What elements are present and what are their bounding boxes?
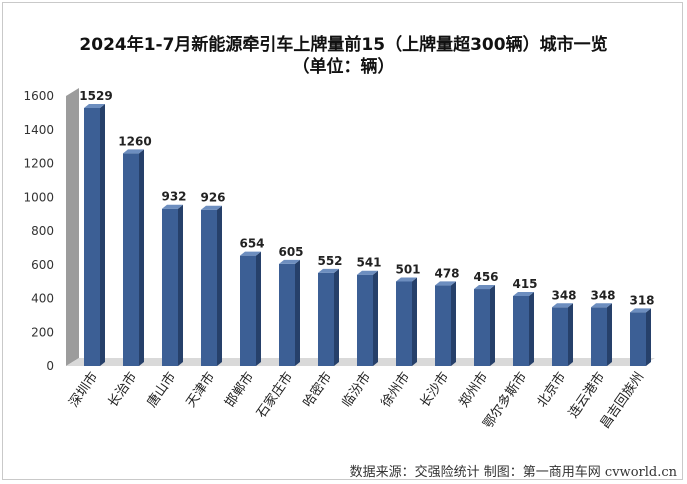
bar-front	[357, 274, 373, 366]
bar-top	[162, 204, 183, 209]
y-tick-label: 400	[31, 292, 54, 306]
bar-front	[201, 209, 217, 366]
bar-front	[279, 263, 295, 366]
bar-front	[591, 307, 607, 366]
bar-front	[630, 312, 646, 366]
y-tick-label: 1400	[23, 123, 54, 137]
bar-side	[178, 204, 183, 366]
bar-front	[474, 289, 490, 366]
x-category-label: 长沙市	[417, 369, 452, 410]
x-category-label: 连云港市	[565, 369, 608, 421]
y-tick-label: 1600	[23, 89, 54, 103]
data-label: 541	[356, 256, 381, 270]
bar-side	[646, 308, 651, 366]
bar-front	[435, 285, 451, 366]
data-label: 348	[590, 288, 615, 302]
x-category-label: 石家庄市	[253, 369, 296, 421]
bar-top	[435, 281, 456, 286]
bar-top	[630, 308, 651, 313]
data-label: 1260	[118, 134, 151, 148]
bar-front	[240, 255, 256, 366]
bar-side	[451, 281, 456, 366]
x-category-label: 徐州市	[378, 369, 413, 410]
bar-side	[490, 285, 495, 366]
y-tick-label: 1000	[23, 190, 54, 204]
bar-side	[412, 277, 417, 366]
x-category-label: 邯郸市	[222, 369, 257, 410]
data-label: 501	[395, 262, 420, 276]
x-category-label: 唐山市	[144, 369, 179, 410]
y-tick-label: 1200	[23, 157, 54, 171]
x-category-label: 天津市	[183, 369, 218, 410]
data-label: 926	[200, 191, 225, 205]
data-label: 478	[434, 266, 459, 280]
bar-top	[123, 149, 144, 154]
x-category-label: 北京市	[534, 369, 569, 410]
bar-top	[552, 303, 573, 308]
bar-front	[318, 272, 334, 366]
x-category-label: 长治市	[105, 369, 140, 410]
data-label: 552	[317, 254, 342, 268]
bar-top	[84, 103, 105, 108]
bar-side	[607, 303, 612, 366]
bar-side	[334, 268, 339, 366]
bar-top	[474, 285, 495, 290]
y-tick-label: 200	[31, 325, 54, 339]
x-category-label: 郑州市	[456, 369, 491, 410]
data-source-note: 数据来源：交强险统计 制图：第一商用车网 cvworld.cn	[349, 465, 677, 480]
bar-front	[84, 107, 100, 366]
bar-front	[396, 281, 412, 366]
bar-front	[552, 307, 568, 366]
bar-side	[373, 270, 378, 366]
data-label: 605	[278, 245, 303, 259]
chart-side-wall	[66, 88, 79, 366]
bar-top	[201, 205, 222, 210]
bar-top	[279, 259, 300, 264]
bar-side	[295, 259, 300, 366]
bar-top	[591, 303, 612, 308]
bar-top	[396, 277, 417, 282]
bar-side	[217, 205, 222, 366]
chart-frame	[2, 2, 683, 480]
bar-front	[162, 208, 178, 366]
bar-side	[256, 251, 261, 366]
bar-side	[139, 149, 144, 366]
chart-title: 2024年1-7月新能源牵引车上牌量前15（上牌量超300辆）城市一览	[79, 35, 608, 55]
data-label: 318	[629, 293, 654, 307]
data-label: 654	[239, 237, 264, 251]
bar-top	[513, 291, 534, 296]
bar-side	[568, 303, 573, 366]
y-tick-label: 800	[31, 224, 54, 238]
chart-subtitle: （单位：辆）	[292, 57, 395, 77]
data-label: 932	[161, 190, 186, 204]
bar-top	[357, 270, 378, 275]
y-tick-label: 600	[31, 258, 54, 272]
bar-side	[100, 103, 105, 366]
x-category-label: 深圳市	[66, 369, 101, 410]
data-label: 348	[551, 288, 576, 302]
x-category-label: 哈密市	[300, 369, 335, 410]
bar-top	[240, 251, 261, 256]
bar-front	[513, 295, 529, 366]
bar-top	[318, 268, 339, 273]
y-tick-label: 0	[46, 359, 54, 373]
data-label: 1529	[79, 89, 112, 103]
data-label: 456	[473, 270, 498, 284]
x-category-label: 临汾市	[339, 369, 374, 410]
data-label: 415	[512, 277, 537, 291]
bar-front	[123, 153, 139, 366]
bar-side	[529, 291, 534, 366]
